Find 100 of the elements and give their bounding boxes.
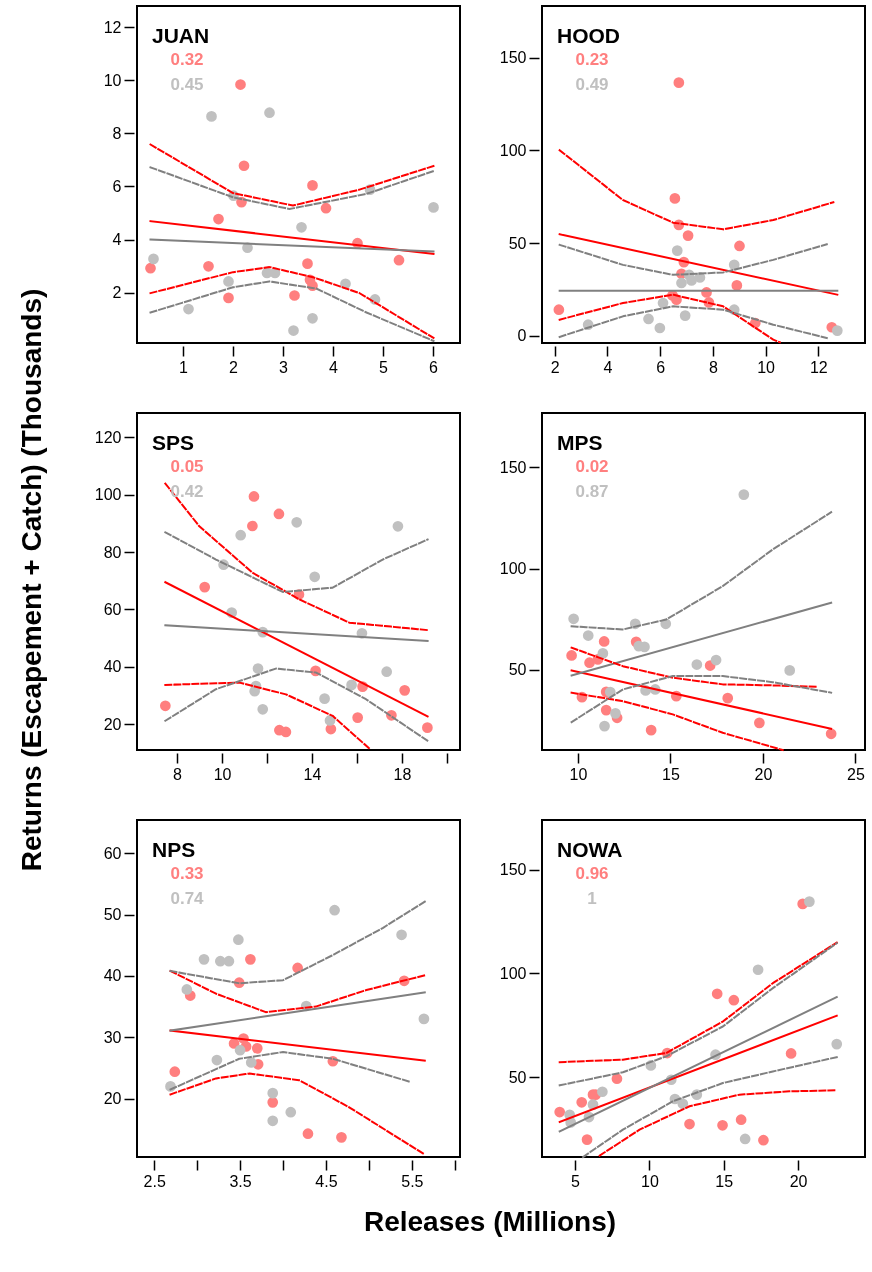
point [352, 712, 364, 723]
y-tick-label: 30 [103, 1028, 122, 1046]
point [576, 1096, 588, 1108]
x-tick-label: 5.5 [401, 1172, 424, 1190]
text: HOOD [557, 24, 620, 47]
x-tick-label: 10 [757, 358, 776, 376]
text: 0.02 [575, 457, 609, 476]
point [273, 508, 285, 520]
point [245, 953, 256, 965]
line-series [164, 531, 429, 593]
point [731, 280, 743, 291]
point [691, 659, 703, 670]
text: 0.87 [575, 482, 609, 501]
point [581, 1134, 593, 1145]
y-tick-label: 8 [112, 124, 122, 142]
point [611, 1073, 623, 1085]
y-tick-label: 50 [508, 234, 527, 252]
y-tick-label: 50 [103, 906, 122, 924]
line-series [570, 691, 784, 751]
x-tick-label: 2 [229, 358, 239, 376]
point [669, 193, 681, 204]
point [597, 648, 609, 659]
x-tick-label: 5 [571, 1172, 581, 1190]
y-tick-label: 20 [103, 1090, 122, 1108]
point [600, 704, 612, 716]
x-tick-label: 4 [329, 358, 339, 376]
text: NOWA [557, 838, 623, 861]
x-tick-label: 6 [656, 358, 666, 376]
point [307, 180, 318, 191]
x-tick-label: 12 [809, 358, 828, 376]
point [645, 724, 657, 736]
line-series [149, 143, 435, 207]
point [752, 964, 764, 976]
y-tick-label: 150 [499, 861, 527, 879]
x-tick-label: 14 [303, 765, 322, 783]
y-tick-label: 100 [94, 486, 122, 504]
point [267, 1087, 279, 1099]
text: 1 [587, 889, 597, 908]
point [252, 663, 264, 674]
x-tick-label: 1 [179, 358, 189, 376]
point [145, 262, 156, 274]
point [247, 520, 258, 532]
point [238, 160, 250, 172]
line-series [169, 1072, 426, 1156]
point [336, 1132, 347, 1143]
y-tick-label: 60 [103, 844, 122, 862]
point [198, 953, 210, 965]
x-tick-label: 10 [213, 765, 232, 783]
y-tick-label: 10 [103, 71, 122, 89]
point [804, 896, 815, 907]
point [679, 310, 691, 321]
y-tick-label: 100 [499, 141, 527, 159]
y-tick-label: 120 [94, 428, 122, 446]
line-series [558, 293, 781, 344]
point [758, 1134, 769, 1146]
point [568, 613, 579, 625]
text: 0.23 [575, 50, 609, 69]
text: SPS [152, 431, 195, 454]
point [671, 245, 683, 256]
text: 0.74 [170, 889, 205, 908]
x-tick-label: 8 [173, 765, 183, 783]
point [584, 657, 595, 669]
y-tick-label: 2 [112, 284, 122, 302]
line-series [598, 1089, 838, 1157]
text: 0.33 [170, 864, 204, 883]
x-tick-label: 25 [846, 765, 865, 783]
point [597, 1086, 608, 1098]
point [554, 1106, 566, 1118]
point [711, 988, 723, 1000]
text: 0.42 [170, 482, 204, 501]
point [654, 322, 666, 334]
x-tick-label: 10 [640, 1172, 659, 1190]
line-series [558, 942, 838, 1087]
text: 0.96 [575, 864, 609, 883]
point [203, 260, 214, 272]
point [610, 707, 621, 719]
x-tick-label: 4.5 [315, 1172, 338, 1190]
point [599, 720, 610, 732]
point [257, 703, 269, 715]
x-tick-label: 5 [379, 358, 389, 376]
point [245, 1057, 257, 1068]
line-series [570, 646, 819, 688]
point [676, 277, 687, 289]
y-tick-label: 60 [103, 600, 122, 618]
point [267, 1097, 279, 1108]
y-tick-label: 50 [508, 661, 527, 679]
point [396, 929, 407, 941]
point [657, 297, 669, 309]
point [582, 630, 594, 641]
point [148, 253, 159, 265]
point [280, 726, 292, 738]
y-tick-label: 40 [103, 967, 122, 985]
point [825, 728, 837, 740]
point [309, 571, 321, 583]
point [285, 1106, 297, 1118]
y-axis-title: Returns (Escapement + Catch) (Thousands) [16, 288, 48, 872]
point [566, 650, 577, 661]
line-series [558, 149, 835, 231]
line-series [558, 941, 838, 1064]
point [739, 1133, 751, 1145]
